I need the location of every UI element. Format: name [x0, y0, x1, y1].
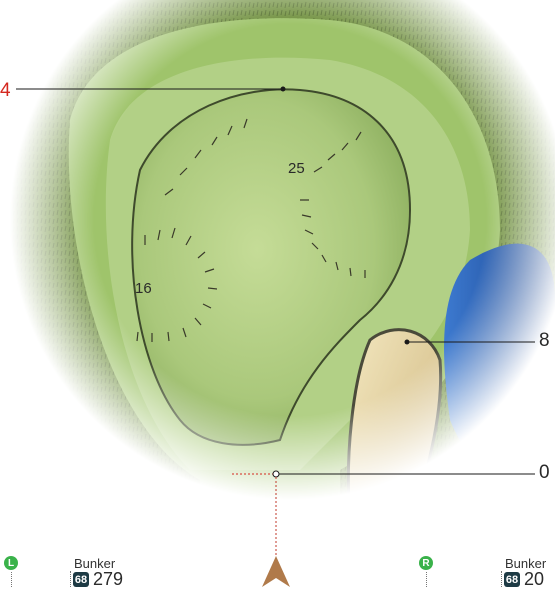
front-point — [280, 86, 286, 92]
slope-ticks — [136, 118, 366, 342]
marker-right-icon[interactable]: R — [419, 556, 433, 570]
marker-left-line — [11, 572, 12, 587]
distance-right: 8 — [539, 330, 550, 351]
pin-label-upper: 25 — [288, 160, 305, 177]
marker-left-icon[interactable]: L — [4, 556, 18, 570]
bunker-left-line — [70, 571, 71, 587]
bunker-left-value: 279 — [93, 569, 124, 589]
pin-label-left: 16 — [135, 280, 152, 297]
distance-bottom: 0 — [539, 462, 550, 483]
bunker-left-badge: 68 — [73, 572, 89, 587]
bunker — [346, 328, 443, 556]
bunker-right-title: Bunker — [505, 556, 547, 571]
water-hazard — [444, 243, 555, 520]
bunker-right-line — [501, 571, 502, 587]
center-point — [272, 470, 280, 478]
bunker-right-value: 20 — [524, 569, 545, 589]
distance-front: 4 — [0, 80, 11, 101]
bunker-left-title: Bunker — [74, 556, 116, 571]
bunker-right-badge: 68 — [504, 572, 520, 587]
right-point — [404, 339, 410, 345]
direction-arrow-icon[interactable] — [262, 556, 290, 587]
putting-green — [131, 88, 412, 446]
marker-right-line — [426, 572, 427, 587]
